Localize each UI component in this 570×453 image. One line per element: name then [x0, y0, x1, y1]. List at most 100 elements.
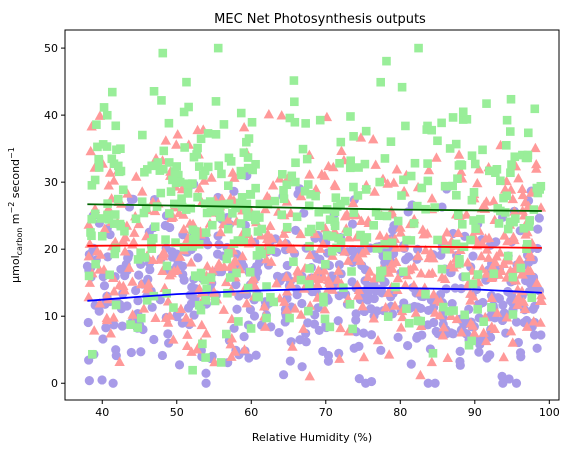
triangle-point [334, 353, 345, 363]
square-point [397, 191, 406, 200]
chart-title: MEC Net Photosynthesis outputs [214, 12, 426, 27]
square-point [174, 170, 183, 180]
triangle-point [536, 289, 547, 300]
square-point [99, 103, 109, 112]
triangle-point [480, 335, 492, 346]
triangle-point [520, 229, 531, 239]
circle-point [455, 346, 465, 357]
square-point [203, 129, 213, 138]
triangle-point [266, 256, 277, 266]
square-point [289, 257, 298, 267]
square-point [242, 228, 251, 237]
square-point [304, 280, 314, 289]
triangle-point [281, 286, 293, 296]
square-point [320, 314, 330, 324]
triangle-point [355, 132, 367, 142]
circle-point [497, 371, 507, 381]
square-point [467, 195, 477, 205]
triangle-point [519, 303, 531, 314]
square-point [183, 189, 193, 198]
triangle-point [481, 196, 492, 206]
y-tick-label: 0 [51, 377, 58, 390]
square-point [448, 181, 457, 191]
square-point [205, 197, 215, 206]
square-point [302, 154, 312, 164]
triangle-point [293, 266, 304, 276]
square-point [511, 214, 520, 223]
square-point [473, 305, 482, 314]
square-point [88, 349, 97, 359]
circle-point [122, 301, 132, 311]
square-point [482, 99, 491, 108]
square-point [376, 77, 385, 87]
square-point [103, 199, 112, 208]
triangle-point [343, 232, 355, 242]
square-point [391, 282, 400, 292]
triangle-point [246, 276, 257, 286]
square-point [287, 171, 297, 181]
circle-point [412, 331, 423, 342]
square-point [244, 134, 254, 143]
square-point [251, 215, 260, 225]
triangle-point [536, 295, 547, 305]
triangle-point [528, 316, 539, 326]
square-point [147, 238, 156, 247]
triangle-point [355, 255, 366, 265]
triangle-point [298, 323, 309, 333]
circle-point [99, 281, 110, 291]
x-tick-label: 80 [393, 406, 407, 419]
square-point [179, 242, 189, 252]
triangle-point [505, 326, 517, 336]
y-axis: 0 10 20 30 40 50 [44, 42, 65, 390]
triangle-point [352, 290, 364, 300]
triangle-point [483, 252, 494, 262]
circle-point [351, 309, 361, 319]
square-point [131, 214, 141, 224]
triangle-point [312, 278, 323, 289]
square-point [153, 158, 163, 167]
circle-point [84, 376, 94, 386]
square-point [361, 185, 371, 194]
circle-point [163, 329, 173, 339]
square-point [207, 220, 217, 230]
square-point [377, 266, 387, 276]
triangle-point [158, 246, 169, 256]
square-point [243, 283, 253, 293]
y-axis-label-sup1: −2 [7, 202, 16, 214]
square-point [300, 186, 310, 196]
triangle-point [507, 193, 519, 204]
square-point [533, 188, 543, 198]
square-point [194, 162, 204, 171]
square-point [90, 209, 100, 219]
circle-point [83, 317, 93, 328]
square-point [150, 222, 160, 231]
triangle-point [456, 327, 467, 337]
triangle-point [494, 247, 506, 257]
triangle-point [287, 341, 298, 351]
circle-point [363, 288, 373, 298]
triangle-point [408, 261, 420, 271]
square-point [291, 158, 300, 168]
square-point [494, 219, 504, 228]
square-point [469, 216, 478, 225]
square-point [158, 48, 168, 58]
triangle-point [434, 309, 445, 320]
circle-point [145, 265, 155, 275]
circle-point [244, 353, 254, 363]
triangle-point [131, 171, 142, 181]
square-point [231, 203, 240, 213]
square-point [191, 227, 200, 236]
square-point [298, 144, 308, 154]
square-point [198, 170, 208, 180]
square-point [126, 320, 135, 329]
triangle-point [462, 257, 473, 267]
triangle-point [391, 164, 403, 174]
triangle-point [525, 265, 536, 276]
square-point [96, 214, 105, 223]
circle-point [149, 334, 159, 345]
square-point [200, 275, 210, 285]
square-point [138, 130, 147, 140]
triangle-point [281, 271, 292, 282]
square-point [243, 153, 253, 162]
triangle-point [175, 251, 186, 261]
